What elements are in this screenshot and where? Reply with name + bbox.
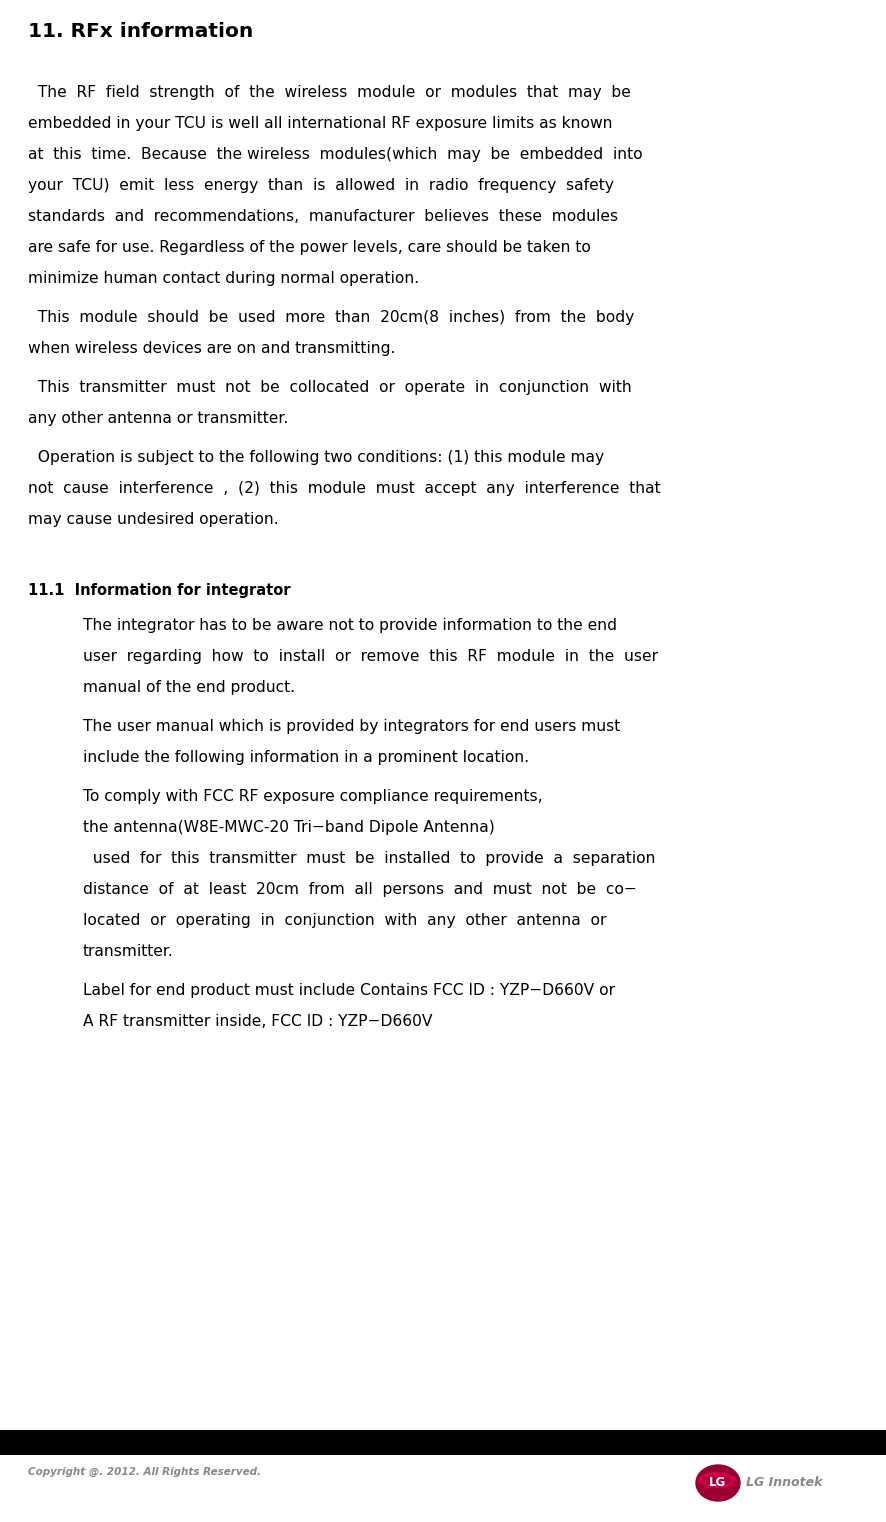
Text: Label for end product must include Contains FCC ID : YZP−D660V or: Label for end product must include Conta… [83,983,615,998]
Text: your  TCU)  emit  less  energy  than  is  allowed  in  radio  frequency  safety: your TCU) emit less energy than is allow… [28,178,614,193]
Text: transmitter.: transmitter. [83,944,174,959]
Text: 11.1  Information for integrator: 11.1 Information for integrator [28,583,291,598]
Text: not  cause  interference  ,  (2)  this  module  must  accept  any  interference : not cause interference , (2) this module… [28,481,661,496]
Text: To comply with FCC RF exposure compliance requirements,: To comply with FCC RF exposure complianc… [83,788,542,804]
Text: embedded in your TCU is well all international RF exposure limits as known: embedded in your TCU is well all interna… [28,116,612,131]
Text: are safe for use. Regardless of the power levels, care should be taken to: are safe for use. Regardless of the powe… [28,240,591,256]
Bar [0,1431,886,1455]
Text: LG Innotek: LG Innotek [746,1476,822,1490]
Text: LG: LG [710,1476,727,1490]
Text: Operation is subject to the following two conditions: (1) this module may: Operation is subject to the following tw… [28,451,604,466]
Text: any other antenna or transmitter.: any other antenna or transmitter. [28,411,288,426]
Text: minimize human contact during normal operation.: minimize human contact during normal ope… [28,271,419,286]
Text: 11. RFx information: 11. RFx information [28,21,253,41]
Ellipse shape [696,1466,740,1501]
Text: may cause undesired operation.: may cause undesired operation. [28,511,278,527]
Text: standards  and  recommendations,  manufacturer  believes  these  modules: standards and recommendations, manufactu… [28,209,618,224]
Text: manual of the end product.: manual of the end product. [83,680,295,696]
Text: located  or  operating  in  conjunction  with  any  other  antenna  or: located or operating in conjunction with… [83,913,606,928]
Ellipse shape [703,1476,731,1484]
Text: The user manual which is provided by integrators for end users must: The user manual which is provided by int… [83,718,620,734]
Text: when wireless devices are on and transmitting.: when wireless devices are on and transmi… [28,341,395,356]
Text: The  RF  field  strength  of  the  wireless  module  or  modules  that  may  be: The RF field strength of the wireless mo… [28,85,631,100]
Text: distance  of  at  least  20cm  from  all  persons  and  must  not  be  co−: distance of at least 20cm from all perso… [83,883,637,896]
Text: Copyright @. 2012. All Rights Reserved.: Copyright @. 2012. All Rights Reserved. [28,1467,261,1478]
Text: the antenna(W8E-MWC-20 Tri−band Dipole Antenna): the antenna(W8E-MWC-20 Tri−band Dipole A… [83,820,494,836]
Text: This  module  should  be  used  more  than  20cm(8  inches)  from  the  body: This module should be used more than 20c… [28,310,634,326]
Text: The integrator has to be aware not to provide information to the end: The integrator has to be aware not to pr… [83,618,617,633]
Text: user  regarding  how  to  install  or  remove  this  RF  module  in  the  user: user regarding how to install or remove … [83,648,658,664]
Text: This  transmitter  must  not  be  collocated  or  operate  in  conjunction  with: This transmitter must not be collocated … [28,380,632,396]
Text: at  this  time.  Because  the wireless  modules(which  may  be  embedded  into: at this time. Because the wireless modul… [28,148,642,161]
Text: A RF transmitter inside, FCC ID : YZP−D660V: A RF transmitter inside, FCC ID : YZP−D6… [83,1014,432,1029]
Text: include the following information in a prominent location.: include the following information in a p… [83,750,529,766]
Ellipse shape [699,1473,735,1487]
Text: used  for  this  transmitter  must  be  installed  to  provide  a  separation: used for this transmitter must be instal… [83,851,656,866]
